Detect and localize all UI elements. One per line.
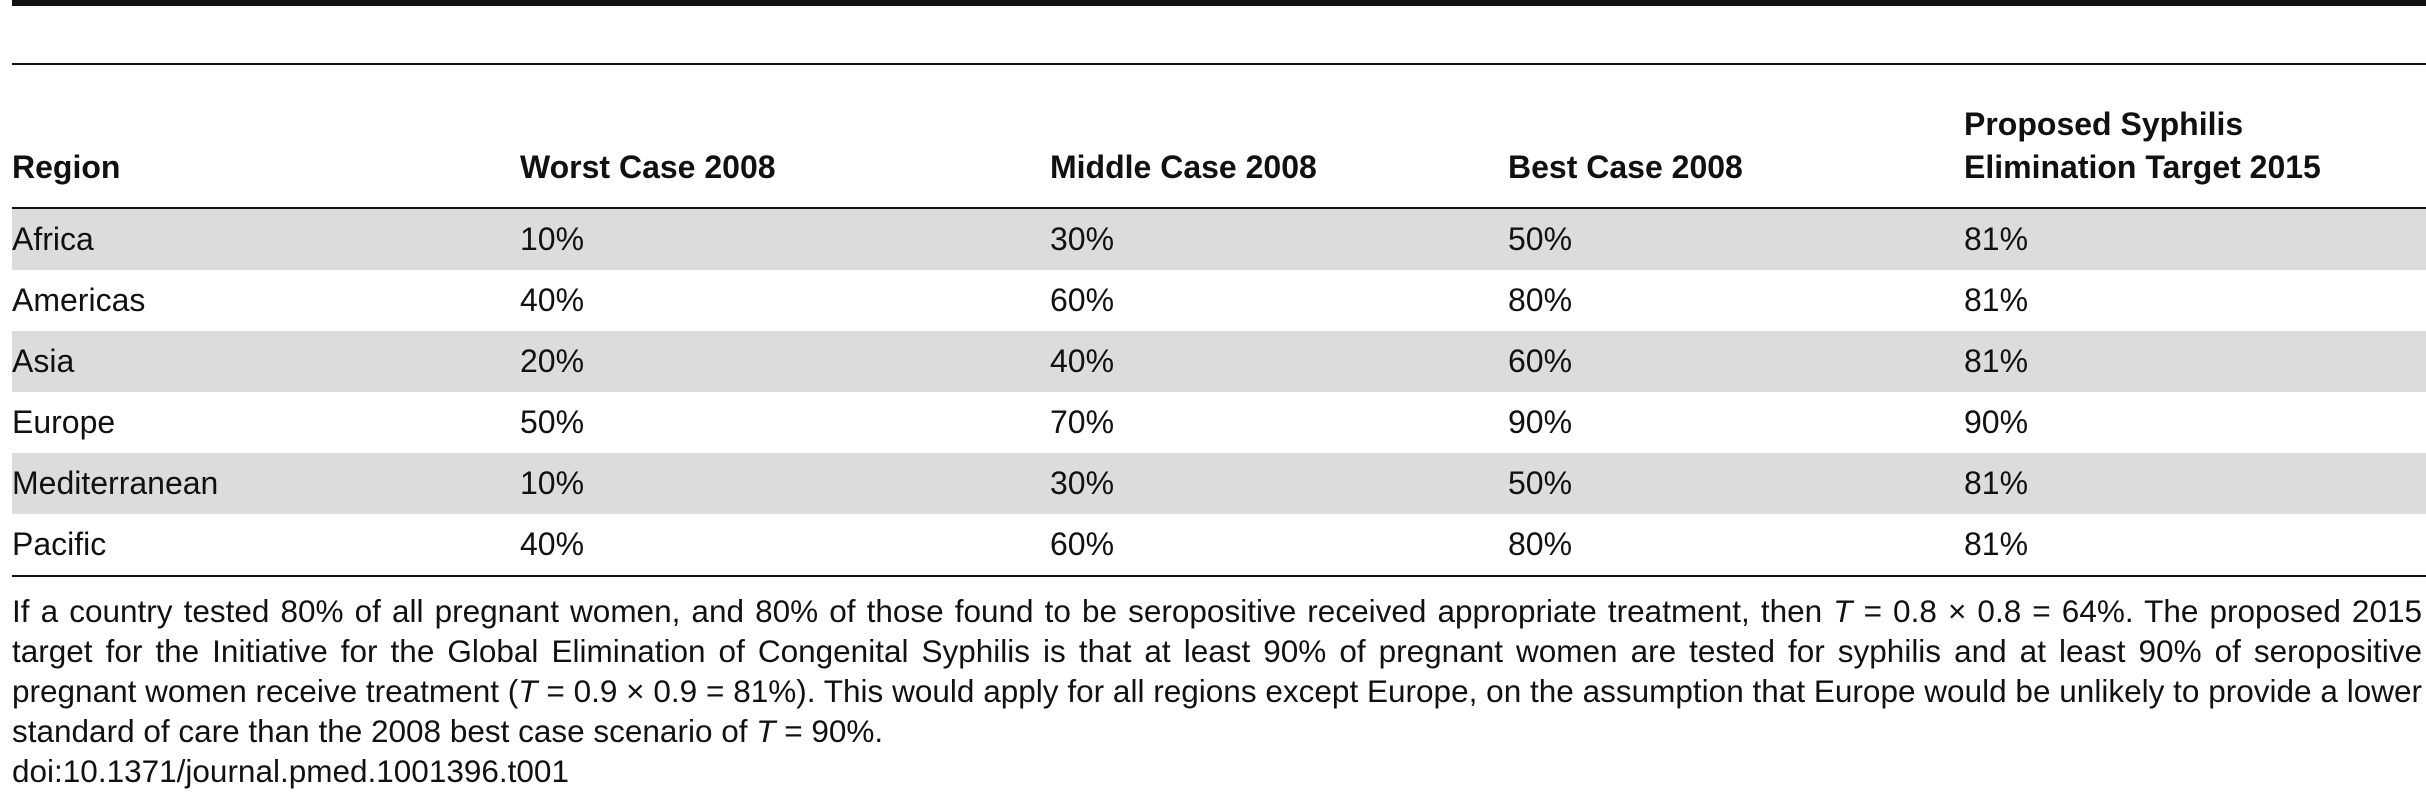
- cell-worst: 50%: [520, 404, 585, 440]
- header-row: Region Worst Case 2008 Middle Case 2008 …: [12, 65, 2426, 209]
- cell-region: Pacific: [12, 514, 520, 577]
- footnote-part: = 90%.: [775, 713, 884, 749]
- cell-target: 81%: [1964, 208, 2426, 270]
- table-row: Mediterranean 10% 30% 50% 81%: [12, 453, 2426, 514]
- cell-best: 60%: [1508, 331, 1964, 392]
- cell-middle: 40%: [1050, 331, 1508, 392]
- table-row: Americas 40% 60% 80% 81%: [12, 270, 2426, 331]
- cell-worst: 10%: [520, 208, 1050, 270]
- variable-t: T: [756, 713, 776, 749]
- cell-middle: 30%: [1050, 453, 1508, 514]
- table-figure: Region Worst Case 2008 Middle Case 2008 …: [12, 0, 2426, 800]
- cell-region: Americas: [12, 282, 146, 318]
- cell-best: 80%: [1508, 282, 1573, 318]
- header-target: Proposed Syphilis Elimination Target 2015: [1964, 65, 2426, 209]
- footnote-part: = 0.8 × 0.8 = 64%. The proposed 2015 tar…: [12, 593, 2423, 709]
- cell-region: Mediterranean: [12, 453, 520, 514]
- variable-t: T: [1833, 593, 1853, 629]
- header-middle-case: Middle Case 2008: [1050, 65, 1508, 209]
- cell-target: 81%: [1964, 282, 2029, 318]
- table-row: Asia 20% 40% 60% 81%: [12, 331, 2426, 392]
- cell-target: 90%: [1964, 404, 2029, 440]
- cell-middle: 30%: [1050, 208, 1508, 270]
- header-region: Region: [12, 65, 520, 209]
- cell-worst: 40%: [520, 282, 585, 318]
- table-row: Africa 10% 30% 50% 81%: [12, 208, 2426, 270]
- cell-best: 80%: [1508, 514, 1964, 577]
- cell-middle: 70%: [1050, 404, 1115, 440]
- table-footnote: If a country tested 80% of all pregnant …: [12, 591, 2422, 751]
- cell-worst: 20%: [520, 331, 1050, 392]
- cell-target: 81%: [1964, 514, 2426, 577]
- top-rule: [12, 0, 2426, 6]
- footnote-text: If a country tested 80% of all pregnant …: [12, 591, 2422, 751]
- cell-middle: 60%: [1050, 514, 1508, 577]
- header-worst-case: Worst Case 2008: [520, 65, 1050, 209]
- cell-region: Asia: [12, 331, 520, 392]
- variable-t: T: [518, 673, 538, 709]
- cell-region: Europe: [12, 404, 116, 440]
- data-table: Region Worst Case 2008 Middle Case 2008 …: [12, 65, 2426, 577]
- cell-target: 81%: [1964, 331, 2426, 392]
- footnote-part: If a country tested 80% of all pregnant …: [12, 593, 1834, 629]
- cell-best: 50%: [1508, 453, 1964, 514]
- cell-middle: 60%: [1050, 282, 1115, 318]
- doi-link[interactable]: doi:10.1371/journal.pmed.1001396.t001: [12, 753, 569, 789]
- cell-best: 90%: [1508, 404, 1573, 440]
- cell-worst: 10%: [520, 453, 1050, 514]
- table-row: Europe 50% 70% 90% 90%: [12, 392, 2426, 453]
- header-target-line2: Elimination Target 2015: [1964, 149, 2321, 185]
- footnote-part: = 0.9 × 0.9 = 81%). This would apply for…: [12, 673, 2422, 749]
- cell-worst: 40%: [520, 514, 1050, 577]
- cell-region: Africa: [12, 208, 520, 270]
- cell-target: 81%: [1964, 453, 2426, 514]
- cell-best: 50%: [1508, 208, 1964, 270]
- header-top-rule: [12, 63, 2426, 65]
- table-row: Pacific 40% 60% 80% 81%: [12, 514, 2426, 577]
- header-best-case: Best Case 2008: [1508, 65, 1964, 209]
- header-target-line1: Proposed Syphilis: [1964, 106, 2244, 142]
